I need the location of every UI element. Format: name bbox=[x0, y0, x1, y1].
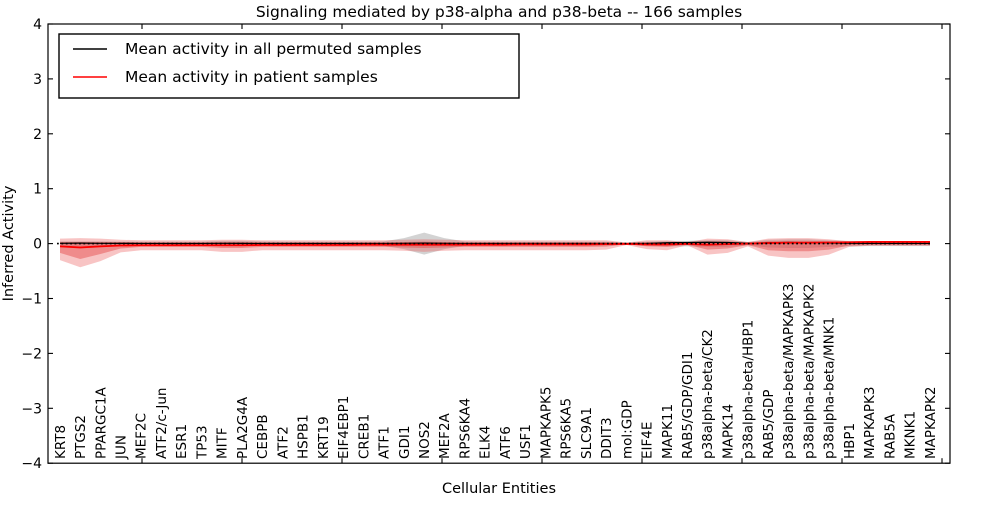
category-label: PLA2G4A bbox=[235, 396, 251, 459]
legend-box bbox=[58, 33, 520, 99]
category-label: MAPK11 bbox=[660, 404, 676, 459]
category-label: USF1 bbox=[518, 424, 534, 459]
category-label: MAPK14 bbox=[720, 404, 736, 459]
category-label: MAPKAPK5 bbox=[538, 387, 554, 459]
category-label: RAB5/GDP bbox=[761, 390, 777, 459]
y-tick-label: −3 bbox=[21, 401, 42, 417]
category-label: NOS2 bbox=[417, 421, 433, 459]
category-label: RAB5/GDP/GDI1 bbox=[680, 352, 696, 459]
category-label: ELK4 bbox=[478, 426, 494, 460]
category-label: KRT8 bbox=[53, 425, 69, 459]
category-label: HBP1 bbox=[842, 423, 858, 459]
category-label: RPS6KA4 bbox=[457, 398, 473, 459]
category-label: MEF2A bbox=[437, 412, 453, 459]
category-label: p38alpha-beta/MAPKAPK2 bbox=[801, 284, 817, 460]
category-label: CREB1 bbox=[356, 414, 372, 459]
category-label: RPS6KA5 bbox=[559, 398, 575, 459]
category-label: ATF6 bbox=[498, 426, 514, 459]
category-label: PTGS2 bbox=[73, 415, 89, 459]
category-label: ESR1 bbox=[174, 424, 190, 459]
y-tick-label: 2 bbox=[33, 127, 42, 143]
category-label: GDI1 bbox=[397, 426, 413, 459]
legend: Mean activity in all permuted samples Me… bbox=[58, 33, 520, 99]
category-label: ATF2/c-Jun bbox=[154, 388, 170, 459]
category-label: MEF2C bbox=[134, 413, 150, 459]
category-label: MAPKAPK3 bbox=[862, 387, 878, 459]
category-label: MKNK1 bbox=[903, 411, 919, 459]
category-label: TP53 bbox=[194, 425, 210, 460]
category-label: SLC9A1 bbox=[579, 407, 595, 459]
category-label: HSPB1 bbox=[296, 414, 312, 459]
y-axis-label: Inferred Activity bbox=[1, 185, 17, 301]
y-tick-label: 1 bbox=[33, 182, 42, 198]
category-label: DDIT3 bbox=[599, 417, 615, 459]
category-label: p38alpha-beta/MAPKAPK3 bbox=[781, 284, 797, 460]
y-tick-label: −1 bbox=[21, 292, 42, 308]
series-line-1 bbox=[59, 241, 930, 249]
category-label: ATF2 bbox=[275, 426, 291, 459]
category-label: CEBPB bbox=[255, 414, 271, 459]
category-label: EIF4E bbox=[640, 422, 656, 459]
y-tick-label: −2 bbox=[21, 346, 42, 362]
category-label: MITF bbox=[215, 427, 231, 459]
y-tick-label: −4 bbox=[21, 456, 42, 472]
y-tick-label: 0 bbox=[33, 237, 42, 253]
category-label: PPARGC1A bbox=[93, 386, 109, 459]
category-label: mol:GDP bbox=[619, 400, 635, 459]
category-label: p38alpha-beta/CK2 bbox=[700, 329, 716, 459]
category-label: KRT19 bbox=[316, 416, 332, 459]
category-label: ATF1 bbox=[377, 426, 393, 459]
legend-label-permuted: Mean activity in all permuted samples bbox=[125, 40, 422, 58]
category-label: JUN bbox=[113, 435, 129, 460]
y-tick-label: 3 bbox=[33, 72, 42, 88]
category-label: RAB5A bbox=[882, 413, 898, 459]
x-axis-label: Cellular Entities bbox=[442, 481, 556, 497]
category-label: p38alpha-beta/HBP1 bbox=[741, 320, 757, 459]
chart-title: Signaling mediated by p38-alpha and p38-… bbox=[256, 3, 742, 21]
category-label: EIF4EBP1 bbox=[336, 396, 352, 459]
category-label: p38alpha-beta/MNK1 bbox=[822, 317, 838, 459]
legend-label-patient: Mean activity in patient samples bbox=[125, 68, 378, 86]
category-label: MAPKAPK2 bbox=[923, 387, 939, 459]
y-tick-label: 4 bbox=[33, 17, 42, 33]
